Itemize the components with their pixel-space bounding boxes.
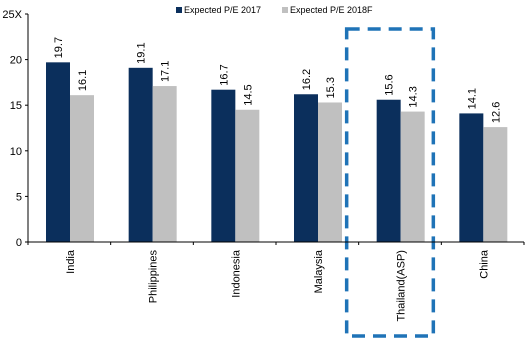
bar-2018f <box>152 86 177 242</box>
data-label: 16.1 <box>77 70 89 91</box>
data-label: 17.1 <box>160 61 172 82</box>
y-tick-label: 25X <box>2 9 22 21</box>
category-label: China <box>478 249 490 279</box>
data-label: 14.3 <box>408 86 420 107</box>
y-tick-label: 5 <box>16 191 22 203</box>
bar-2017 <box>376 99 401 242</box>
category-label: Philippines <box>148 250 160 304</box>
highlight-box <box>344 27 436 338</box>
bar-2018f <box>400 111 425 242</box>
category-label: Thailand(ASP) <box>396 250 408 322</box>
data-label: 19.7 <box>53 37 65 58</box>
y-tick-label: 10 <box>10 146 22 158</box>
x-axis-categories: India Philippines Indonesia Malaysia Thailan… <box>65 249 490 321</box>
bar-2018f <box>318 102 342 243</box>
legend-label: Expected P/E 2018F <box>290 5 373 15</box>
highlight-layer <box>344 27 436 338</box>
data-label: 14.1 <box>466 88 478 109</box>
data-label: 14.5 <box>242 84 254 105</box>
data-label: 16.2 <box>301 69 313 90</box>
legend-label: Expected P/E 2017 <box>184 5 261 15</box>
data-labels: 19.7 16.1 19.1 17.1 16.7 14.5 16.2 15.3 15.6 14.3… <box>53 37 502 123</box>
y-tick-label: 0 <box>16 237 22 249</box>
legend-swatch <box>176 7 182 13</box>
bars <box>46 62 508 243</box>
bar-2018f <box>235 109 260 242</box>
bar-2017 <box>128 67 153 242</box>
y-tick-label: 20 <box>10 55 22 67</box>
y-tick-label: 15 <box>10 100 22 112</box>
bar-2018f <box>483 127 508 242</box>
data-label: 15.3 <box>325 77 337 98</box>
legend-swatch <box>282 7 288 13</box>
data-label: 15.6 <box>384 74 396 95</box>
category-label: Malaysia <box>313 249 325 293</box>
data-label: 12.6 <box>490 102 502 123</box>
bar-2017 <box>294 94 318 242</box>
bar-2017 <box>459 113 484 243</box>
bar-2018f <box>70 95 94 242</box>
bar-2017 <box>46 62 70 242</box>
legend: Expected P/E 2017 Expected P/E 2018F <box>176 5 373 15</box>
axes <box>27 14 525 245</box>
category-label: India <box>65 249 77 274</box>
data-label: 16.7 <box>218 64 230 85</box>
bar-2017 <box>211 89 236 242</box>
data-label: 19.1 <box>136 42 148 63</box>
category-label: Indonesia <box>230 249 242 298</box>
y-axis-ticks: 0 5 10 15 20 25X <box>2 9 28 249</box>
